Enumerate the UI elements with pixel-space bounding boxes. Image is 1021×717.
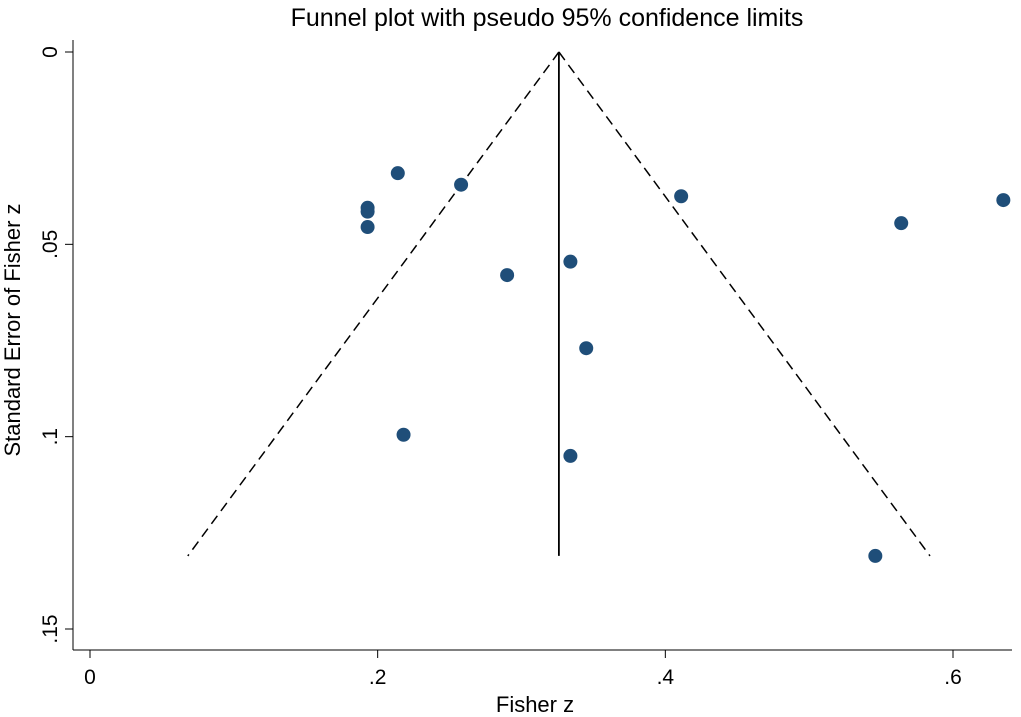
y-tick-label: .15	[39, 614, 62, 643]
y-tick-label: .05	[39, 230, 62, 259]
data-point	[996, 193, 1011, 208]
data-point	[390, 166, 405, 181]
x-tick-label: .6	[944, 666, 962, 689]
x-tick-label: .2	[369, 666, 387, 689]
ci-lower-line	[187, 51, 560, 557]
data-point	[454, 177, 469, 192]
data-point	[868, 548, 883, 563]
data-point	[563, 448, 578, 463]
data-point	[500, 268, 515, 283]
y-tick-label: 0	[39, 46, 62, 58]
x-tick-label: .4	[657, 666, 675, 689]
x-tick-label: 0	[84, 666, 96, 689]
data-point	[396, 427, 411, 442]
x-axis-label: Fisher z	[496, 692, 574, 717]
data-point	[360, 204, 375, 219]
ci-upper-line	[558, 51, 931, 557]
chart-title: Funnel plot with pseudo 95% confidence l…	[291, 4, 804, 32]
data-point	[360, 220, 375, 235]
y-tick-label: .1	[39, 428, 62, 446]
plot-area: 0 .2 .4 .6 0 .05 .1 .15	[39, 40, 1012, 689]
data-point	[579, 341, 594, 356]
data-point	[894, 216, 909, 231]
data-point	[563, 254, 578, 269]
data-point	[674, 189, 689, 204]
y-axis-label: Standard Error of Fisher z	[0, 203, 25, 456]
